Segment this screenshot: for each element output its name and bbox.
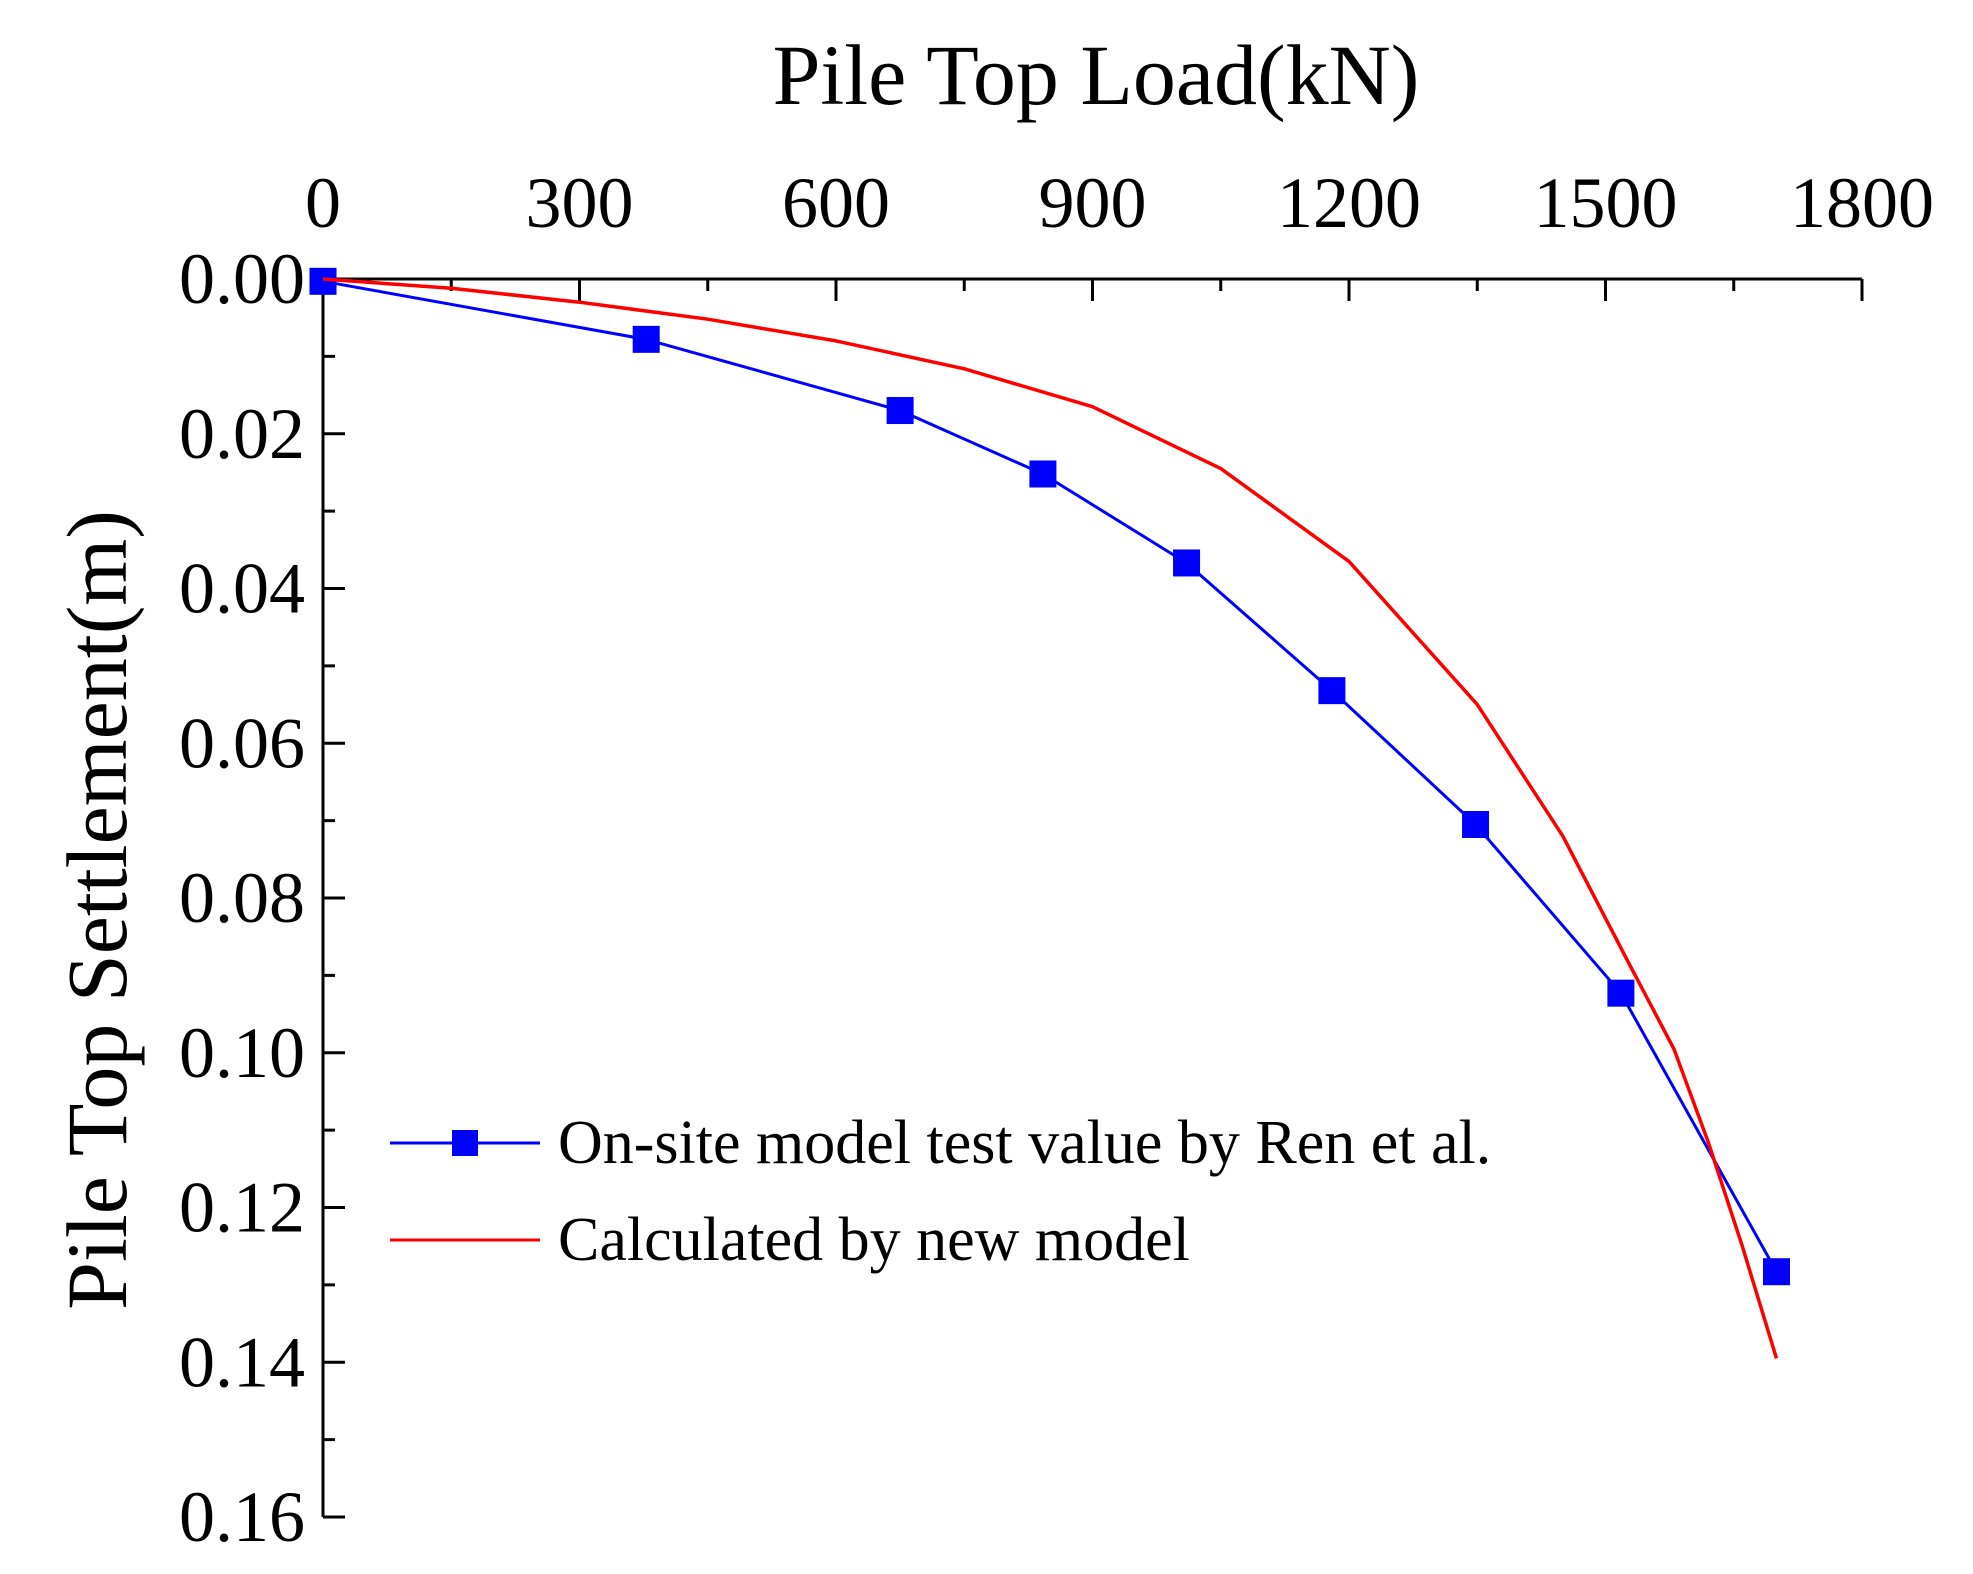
measured-data-point (1763, 1258, 1790, 1286)
x-tick-label: 1800 (1790, 163, 1934, 243)
y-tick-label: 0.16 (179, 1477, 305, 1557)
y-tick-label: 0.02 (179, 394, 305, 474)
y-axis-title: Pile Top Settlement(m) (49, 510, 145, 1310)
x-tick-label: 300 (526, 163, 634, 243)
legend-measured-marker (452, 1130, 478, 1156)
x-tick-label: 1500 (1534, 163, 1678, 243)
measured-data-point (886, 397, 914, 425)
y-tick-label: 0.10 (179, 1013, 305, 1093)
measured-data-point (1173, 549, 1201, 577)
legend-calculated-label: Calculated by new model (558, 1206, 1190, 1274)
legend-measured-label: On-site model test value by Ren et al. (558, 1109, 1491, 1177)
axes (321, 277, 1862, 1517)
measured-data-point (1462, 810, 1490, 838)
x-tick-label: 900 (1039, 163, 1147, 243)
x-axis-title: Pile Top Load(kN) (773, 27, 1420, 123)
x-tick-label: 1200 (1277, 163, 1421, 243)
legend: On-site model test value by Ren et al. Ca… (390, 1109, 1491, 1274)
x-tick-label: 600 (782, 163, 890, 243)
y-tick-label: 0.12 (179, 1168, 305, 1248)
measured-data-point (1318, 677, 1346, 705)
y-tick-label: 0.04 (179, 549, 305, 629)
y-tick-label: 0.06 (179, 703, 305, 783)
y-tick-label: 0.00 (179, 239, 305, 319)
y-tick-label: 0.14 (179, 1322, 305, 1402)
measured-data-point (1607, 979, 1635, 1007)
measured-data-point (1029, 460, 1057, 488)
x-tick-label: 0 (305, 163, 341, 243)
calculated-series-line (322, 277, 1779, 1359)
y-tick-label: 0.08 (179, 858, 305, 938)
ticks: 0 300 600 900 1200 1500 1800 0.00 0.02 0.04 0.06 0.… (179, 163, 1934, 1557)
series (309, 267, 1790, 1359)
measured-data-point (632, 325, 660, 353)
